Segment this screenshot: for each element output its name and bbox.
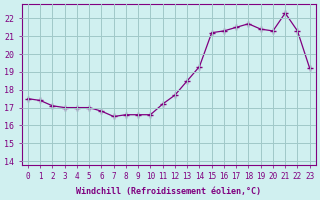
X-axis label: Windchill (Refroidissement éolien,°C): Windchill (Refroidissement éolien,°C) [76, 187, 261, 196]
